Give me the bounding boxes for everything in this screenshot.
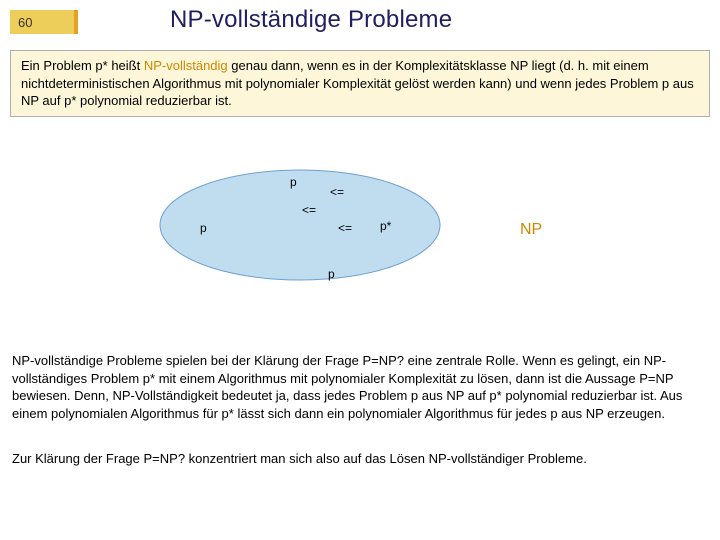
rel-bottom: <=: [338, 221, 352, 235]
definition-pre: Ein Problem p* heißt: [21, 58, 144, 73]
paragraph-1: NP-vollständige Probleme spielen bei der…: [12, 352, 708, 422]
page-number: 60: [10, 10, 78, 34]
label-p-left: p: [200, 221, 207, 235]
rel-mid: <=: [302, 203, 316, 217]
label-pstar: p*: [380, 219, 392, 233]
paragraph-2: Zur Klärung der Frage P=NP? konzentriert…: [12, 450, 708, 468]
label-p-top: p: [290, 175, 297, 189]
definition-term: NP-vollständig: [144, 58, 228, 73]
definition-box: Ein Problem p* heißt NP-vollständig gena…: [10, 50, 710, 117]
label-np: NP: [520, 221, 542, 238]
label-p-bottom: p: [328, 267, 335, 281]
page-number-text: 60: [18, 15, 32, 30]
rel-top: <=: [330, 185, 344, 199]
slide-title: NP-vollständige Probleme: [170, 6, 452, 34]
np-diagram: p p p <= <= <= p* NP: [150, 150, 570, 300]
